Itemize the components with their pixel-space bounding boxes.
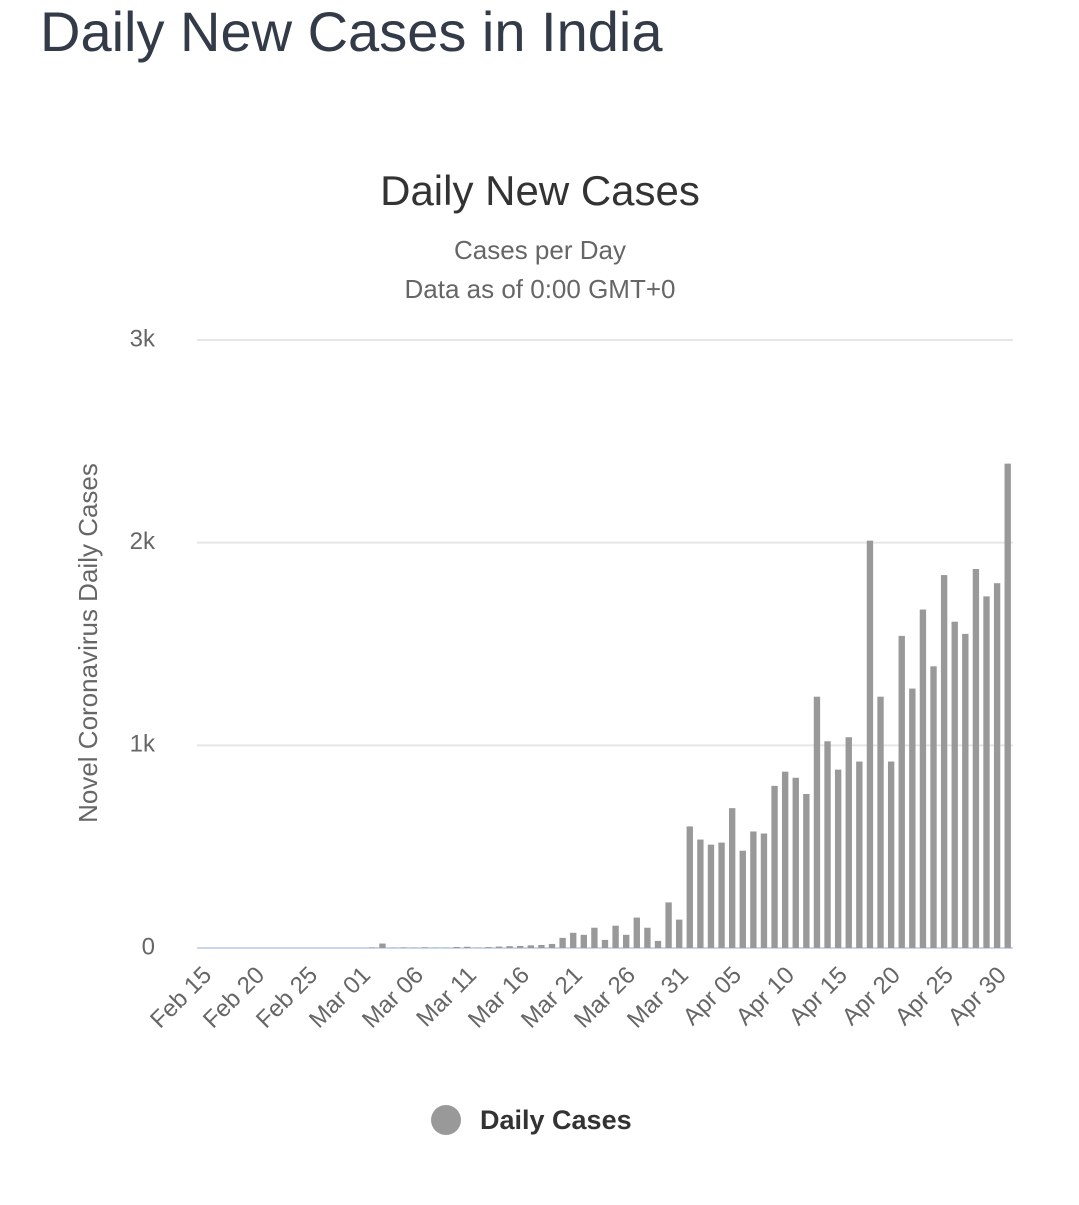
bar	[687, 826, 693, 948]
y-tick-label: 0	[142, 933, 155, 960]
bar	[952, 622, 958, 948]
bar	[379, 944, 385, 948]
bar	[962, 634, 968, 948]
bar	[824, 741, 830, 948]
bar	[729, 808, 735, 948]
x-tick-label: Mar 31	[622, 962, 694, 1034]
bar	[697, 840, 703, 948]
chart-subtitle: Data as of 0:00 GMT+0	[405, 274, 676, 304]
bar	[644, 928, 650, 948]
bar	[846, 737, 852, 948]
bar	[612, 926, 618, 948]
bar	[517, 946, 523, 948]
bar	[740, 851, 746, 948]
legend-marker	[431, 1105, 461, 1135]
bar	[750, 831, 756, 948]
x-tick-label: Apr 05	[678, 962, 747, 1031]
bar	[506, 946, 512, 948]
bar	[983, 596, 989, 948]
bar	[570, 933, 576, 948]
bar	[899, 636, 905, 948]
bar	[549, 944, 555, 948]
bar	[877, 697, 883, 948]
bar	[867, 541, 873, 948]
x-tick-label: Apr 20	[837, 962, 906, 1031]
bar	[623, 935, 629, 948]
bar	[888, 762, 894, 948]
bar	[485, 947, 491, 948]
bar	[655, 941, 661, 948]
chart-subtitle: Cases per Day	[454, 235, 626, 265]
bar	[920, 610, 926, 948]
bar	[665, 902, 671, 948]
bar	[581, 935, 587, 948]
chart-title: Daily New Cases	[380, 167, 700, 214]
bar	[422, 947, 428, 948]
x-tick-label: Apr 30	[943, 962, 1012, 1031]
bar	[930, 666, 936, 948]
x-tick-label: Apr 25	[890, 962, 959, 1031]
x-tick-label: Apr 10	[731, 962, 800, 1031]
bar	[814, 697, 820, 948]
bar	[708, 845, 714, 948]
bar	[464, 947, 470, 948]
bar	[528, 945, 534, 948]
bar	[771, 786, 777, 948]
page-title: Daily New Cases in India	[40, 0, 663, 63]
y-tick-label: 2k	[130, 528, 156, 555]
bar	[803, 794, 809, 948]
bar	[761, 833, 767, 948]
bar	[941, 575, 947, 948]
bar	[1005, 464, 1011, 948]
bar	[973, 569, 979, 948]
bar	[782, 772, 788, 948]
bar	[994, 583, 1000, 948]
bar	[676, 920, 682, 948]
bar	[602, 940, 608, 948]
x-tick-label: Mar 06	[357, 962, 429, 1034]
bar	[538, 945, 544, 948]
bar	[496, 947, 502, 948]
y-tick-label: 1k	[130, 731, 156, 758]
y-tick-label: 3k	[130, 325, 156, 352]
bar	[559, 938, 565, 948]
bar	[793, 778, 799, 948]
x-tick-label: Apr 15	[784, 962, 853, 1031]
bar	[856, 762, 862, 948]
bar	[591, 928, 597, 948]
bar	[909, 689, 915, 948]
bar	[835, 770, 841, 948]
legend-label: Daily Cases	[480, 1105, 632, 1135]
y-axis-label: Novel Coronavirus Daily Cases	[73, 463, 103, 823]
bar	[634, 918, 640, 948]
bar	[453, 947, 459, 948]
bar	[718, 843, 724, 948]
